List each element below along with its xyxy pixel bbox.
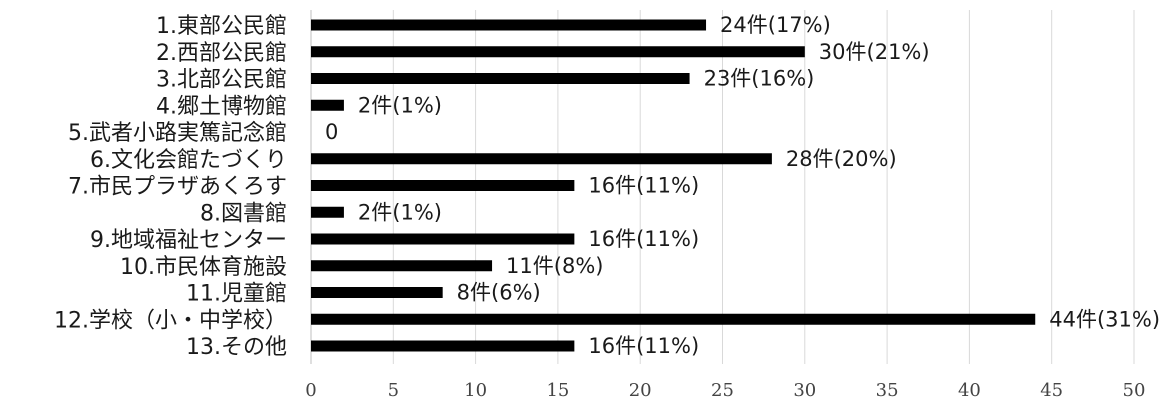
category-label: 9.地域福祉センター <box>90 228 287 253</box>
data-label: 16件(11%) <box>588 334 699 358</box>
category-label: 12.学校（小・中学校） <box>54 308 287 333</box>
data-label: 0 <box>325 120 338 144</box>
data-label: 2件(1%) <box>358 200 442 224</box>
bar <box>311 19 707 31</box>
bar <box>311 180 575 191</box>
x-tick-label: 20 <box>629 380 652 401</box>
x-axis-tick-labels: 0 5 10 15 20 25 30 35 40 45 50 <box>305 380 1145 401</box>
data-label: 28件(20%) <box>786 147 897 171</box>
bar <box>311 46 805 58</box>
bar <box>311 206 344 218</box>
bar <box>311 99 344 111</box>
data-label: 11件(8%) <box>506 254 603 278</box>
x-tick-label: 15 <box>546 380 569 401</box>
bar <box>311 313 1036 325</box>
category-labels: 1.東部公民館2.西部公民館3.北部公民館4.郷土博物館5.武者小路実篤記念館6… <box>54 14 287 360</box>
category-label: 6.文化会館たづくり <box>90 148 287 173</box>
bars <box>311 19 1036 352</box>
x-tick-label: 10 <box>464 380 487 401</box>
category-label: 1.東部公民館 <box>156 14 287 39</box>
data-label: 2件(1%) <box>358 93 442 117</box>
category-label: 5.武者小路実篤記念館 <box>68 121 287 146</box>
x-tick-label: 40 <box>958 380 981 401</box>
data-label: 23件(16%) <box>704 67 815 91</box>
data-label: 24件(17%) <box>720 13 831 37</box>
x-tick-label: 30 <box>793 380 816 401</box>
bar <box>311 260 493 272</box>
category-label: 4.郷土博物館 <box>156 94 287 119</box>
category-label: 7.市民プラザあくろす <box>68 175 287 200</box>
data-labels: 24件(17%) 30件(21%)23件(16%) 2件(1%) 0 28件(20%) 1… <box>325 13 1160 358</box>
bar <box>311 233 575 245</box>
x-tick-label: 45 <box>1040 380 1063 401</box>
bar <box>311 287 443 298</box>
bar <box>311 153 772 165</box>
data-label: 8件(6%) <box>457 281 541 305</box>
category-label: 8.図書館 <box>200 201 287 226</box>
bar <box>311 73 690 84</box>
category-label: 11.児童館 <box>186 282 287 307</box>
x-tick-label: 35 <box>876 380 899 401</box>
gridlines <box>310 10 1135 364</box>
category-label: 13.その他 <box>186 335 287 360</box>
x-tick-label: 0 <box>305 380 316 401</box>
data-label: 30件(21%) <box>819 40 930 64</box>
x-tick-label: 5 <box>388 380 399 401</box>
category-label: 2.西部公民館 <box>156 41 287 66</box>
bar <box>311 340 575 352</box>
x-tick-label: 25 <box>711 380 734 401</box>
data-label: 44件(31%) <box>1049 307 1160 331</box>
data-label: 16件(11%) <box>588 174 699 198</box>
category-label: 10.市民体育施設 <box>120 255 287 280</box>
category-label: 3.北部公民館 <box>156 68 287 93</box>
x-tick-label: 50 <box>1123 380 1146 401</box>
data-label: 16件(11%) <box>588 227 699 251</box>
